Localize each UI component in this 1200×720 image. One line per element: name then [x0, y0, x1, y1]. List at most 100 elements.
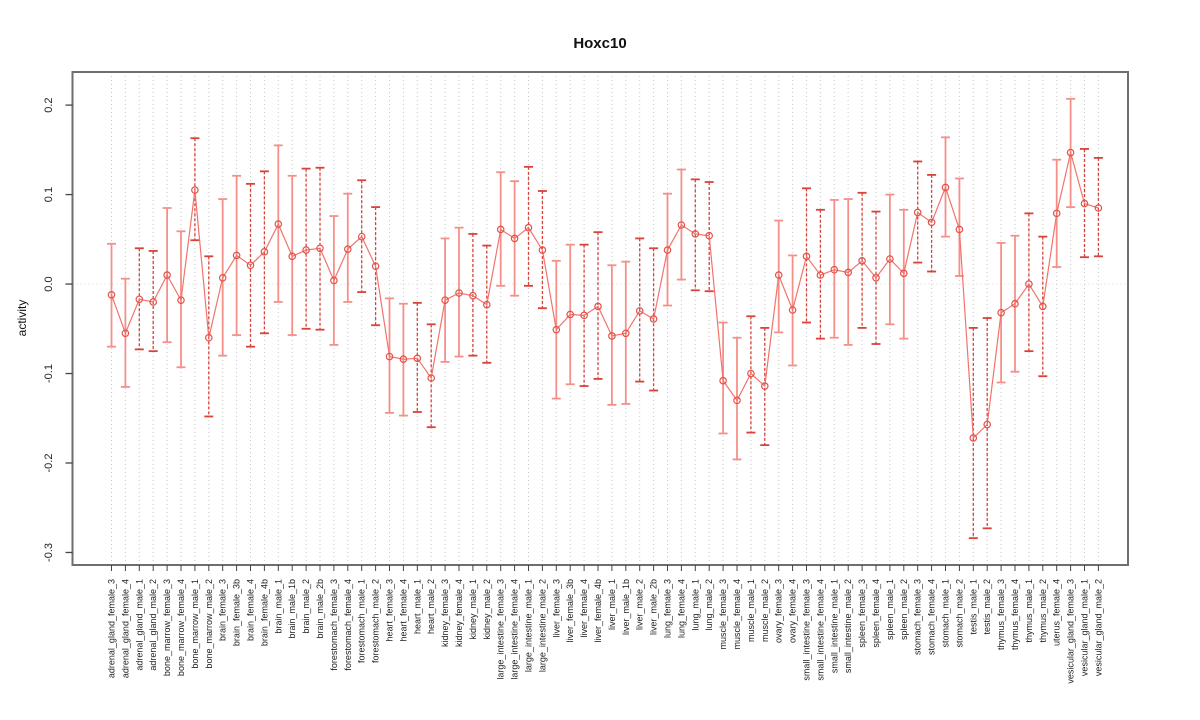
x-axis-label: thymus_male_2 — [1038, 579, 1048, 643]
data-point — [371, 262, 380, 270]
x-axis-label: stomach_female_3 — [913, 579, 923, 655]
y-axis-tick-label: 0.2 — [43, 97, 55, 112]
x-axis-label: adrenal_gland_male_2 — [148, 579, 158, 671]
x-axis-label: large_intestine_female_3 — [496, 579, 506, 680]
data-point — [733, 396, 741, 405]
data-point — [177, 296, 185, 304]
data-point — [1025, 280, 1033, 288]
data-point — [955, 225, 964, 234]
x-axis-label: stomach_male_2 — [954, 579, 964, 648]
data-point — [441, 296, 449, 304]
data-point — [802, 252, 811, 261]
x-axis-label: kidney_female_3 — [440, 579, 450, 647]
data-point — [969, 434, 978, 442]
plot-box — [71, 71, 1129, 566]
data-points-group — [107, 148, 1103, 442]
x-axis-label: uterus_female_4 — [1052, 579, 1062, 646]
data-point — [941, 183, 950, 192]
x-axis-label: kidney_male_1 — [468, 579, 478, 640]
data-point — [218, 273, 227, 282]
data-point — [844, 268, 853, 277]
data-point — [469, 291, 477, 300]
x-axis-label: brain_male_2b — [315, 579, 325, 639]
data-point — [788, 306, 797, 314]
data-point — [858, 256, 866, 265]
x-axis-label: spleen_female_4 — [871, 579, 881, 648]
data-point — [107, 290, 116, 299]
x-axis-label: lung_male_1 — [690, 579, 700, 631]
data-point — [913, 208, 922, 217]
y-axis-tick-label: 0.0 — [43, 276, 55, 291]
x-axis-label: kidney_male_2 — [482, 579, 492, 640]
x-axis-label: heart_male_2 — [426, 579, 436, 634]
axes-group: 0.2 0.1 0.0 -0.1 -0.2 -0.3 adrenal_gland_femal… — [43, 71, 1129, 684]
data-point — [135, 295, 144, 304]
y-axis-tick-label: -0.3 — [43, 543, 55, 562]
data-point — [899, 269, 908, 278]
x-axis-label: thymus_female_3 — [996, 579, 1006, 650]
x-axis-label: vesicular_gland_male_2 — [1093, 579, 1103, 676]
x-axis-label: ovary_female_3 — [774, 579, 784, 643]
x-axis-label: large_intestine_male_1 — [524, 579, 534, 672]
data-point — [455, 289, 463, 297]
x-axis-label: lung_male_2 — [704, 579, 714, 631]
data-point — [594, 302, 602, 311]
data-point — [274, 220, 283, 228]
data-point — [1011, 299, 1019, 308]
x-axis-label: small_intestine_female_4 — [815, 579, 825, 681]
data-point — [747, 369, 755, 378]
x-axis-label: lung_female_4 — [676, 579, 686, 638]
data-point — [330, 276, 338, 285]
data-point — [872, 273, 880, 282]
y-axis-tick-label: -0.1 — [43, 364, 55, 383]
data-point — [163, 271, 171, 279]
error-bars-group — [107, 97, 1103, 540]
data-point — [232, 251, 241, 260]
data-point — [691, 230, 700, 238]
data-point — [205, 333, 213, 342]
data-point — [816, 271, 825, 279]
data-point — [997, 308, 1005, 317]
data-point — [719, 376, 727, 385]
x-axis-label: spleen_male_2 — [899, 579, 909, 640]
x-axis-label: muscle_male_1 — [746, 579, 756, 642]
chart-title: Hoxc10 — [573, 35, 626, 52]
data-point — [357, 232, 366, 241]
data-point — [482, 300, 491, 309]
data-point — [399, 355, 408, 364]
x-axis-label: liver_male_2 — [635, 579, 645, 630]
x-axis-label: brain_male_2 — [301, 579, 311, 634]
x-axis-label: stomach_female_4 — [927, 579, 937, 655]
x-axis-label: vesicular_gland_male_1 — [1080, 579, 1090, 676]
x-axis-label: bone_marrow_female_4 — [176, 579, 186, 676]
data-point — [566, 310, 575, 319]
x-axis-label: liver_female_3 — [551, 579, 561, 638]
x-axis-label: thymus_female_4 — [1010, 579, 1020, 650]
x-axis-label: small_intestine_male_2 — [843, 579, 853, 673]
x-axis-label: bone_marrow_female_3 — [162, 579, 172, 676]
data-point — [1039, 302, 1047, 311]
data-point — [774, 271, 783, 279]
data-point — [191, 186, 199, 194]
x-axis-label: brain_female_3 — [218, 579, 228, 641]
x-axis-label: spleen_male_1 — [885, 579, 895, 640]
data-point — [621, 329, 630, 338]
data-point — [830, 265, 839, 274]
x-axis-label: vesicular_gland_female_3 — [1066, 579, 1076, 684]
data-point — [705, 231, 714, 240]
x-axis-label: small_intestine_male_1 — [829, 579, 839, 673]
y-axis-tick-label: 0.1 — [43, 187, 55, 202]
gridlines-group — [72, 72, 1128, 565]
x-axis-label: kidney_female_4 — [454, 579, 464, 647]
x-axis-label: heart_female_4 — [398, 579, 408, 642]
x-axis-label: lung_female_3 — [663, 579, 673, 638]
x-axis-label: ovary_female_4 — [788, 579, 798, 643]
data-point — [580, 311, 588, 320]
x-axis-label: muscle_female_4 — [732, 579, 742, 650]
x-axis-label: liver_female_3b — [565, 579, 575, 643]
x-axis-label: large_intestine_male_2 — [537, 579, 547, 672]
x-axis-label: bone_marrow_male_2 — [204, 579, 214, 669]
x-axis-label: adrenal_gland_female_4 — [120, 579, 130, 678]
x-axis-label: brain_male_1 — [273, 579, 283, 634]
